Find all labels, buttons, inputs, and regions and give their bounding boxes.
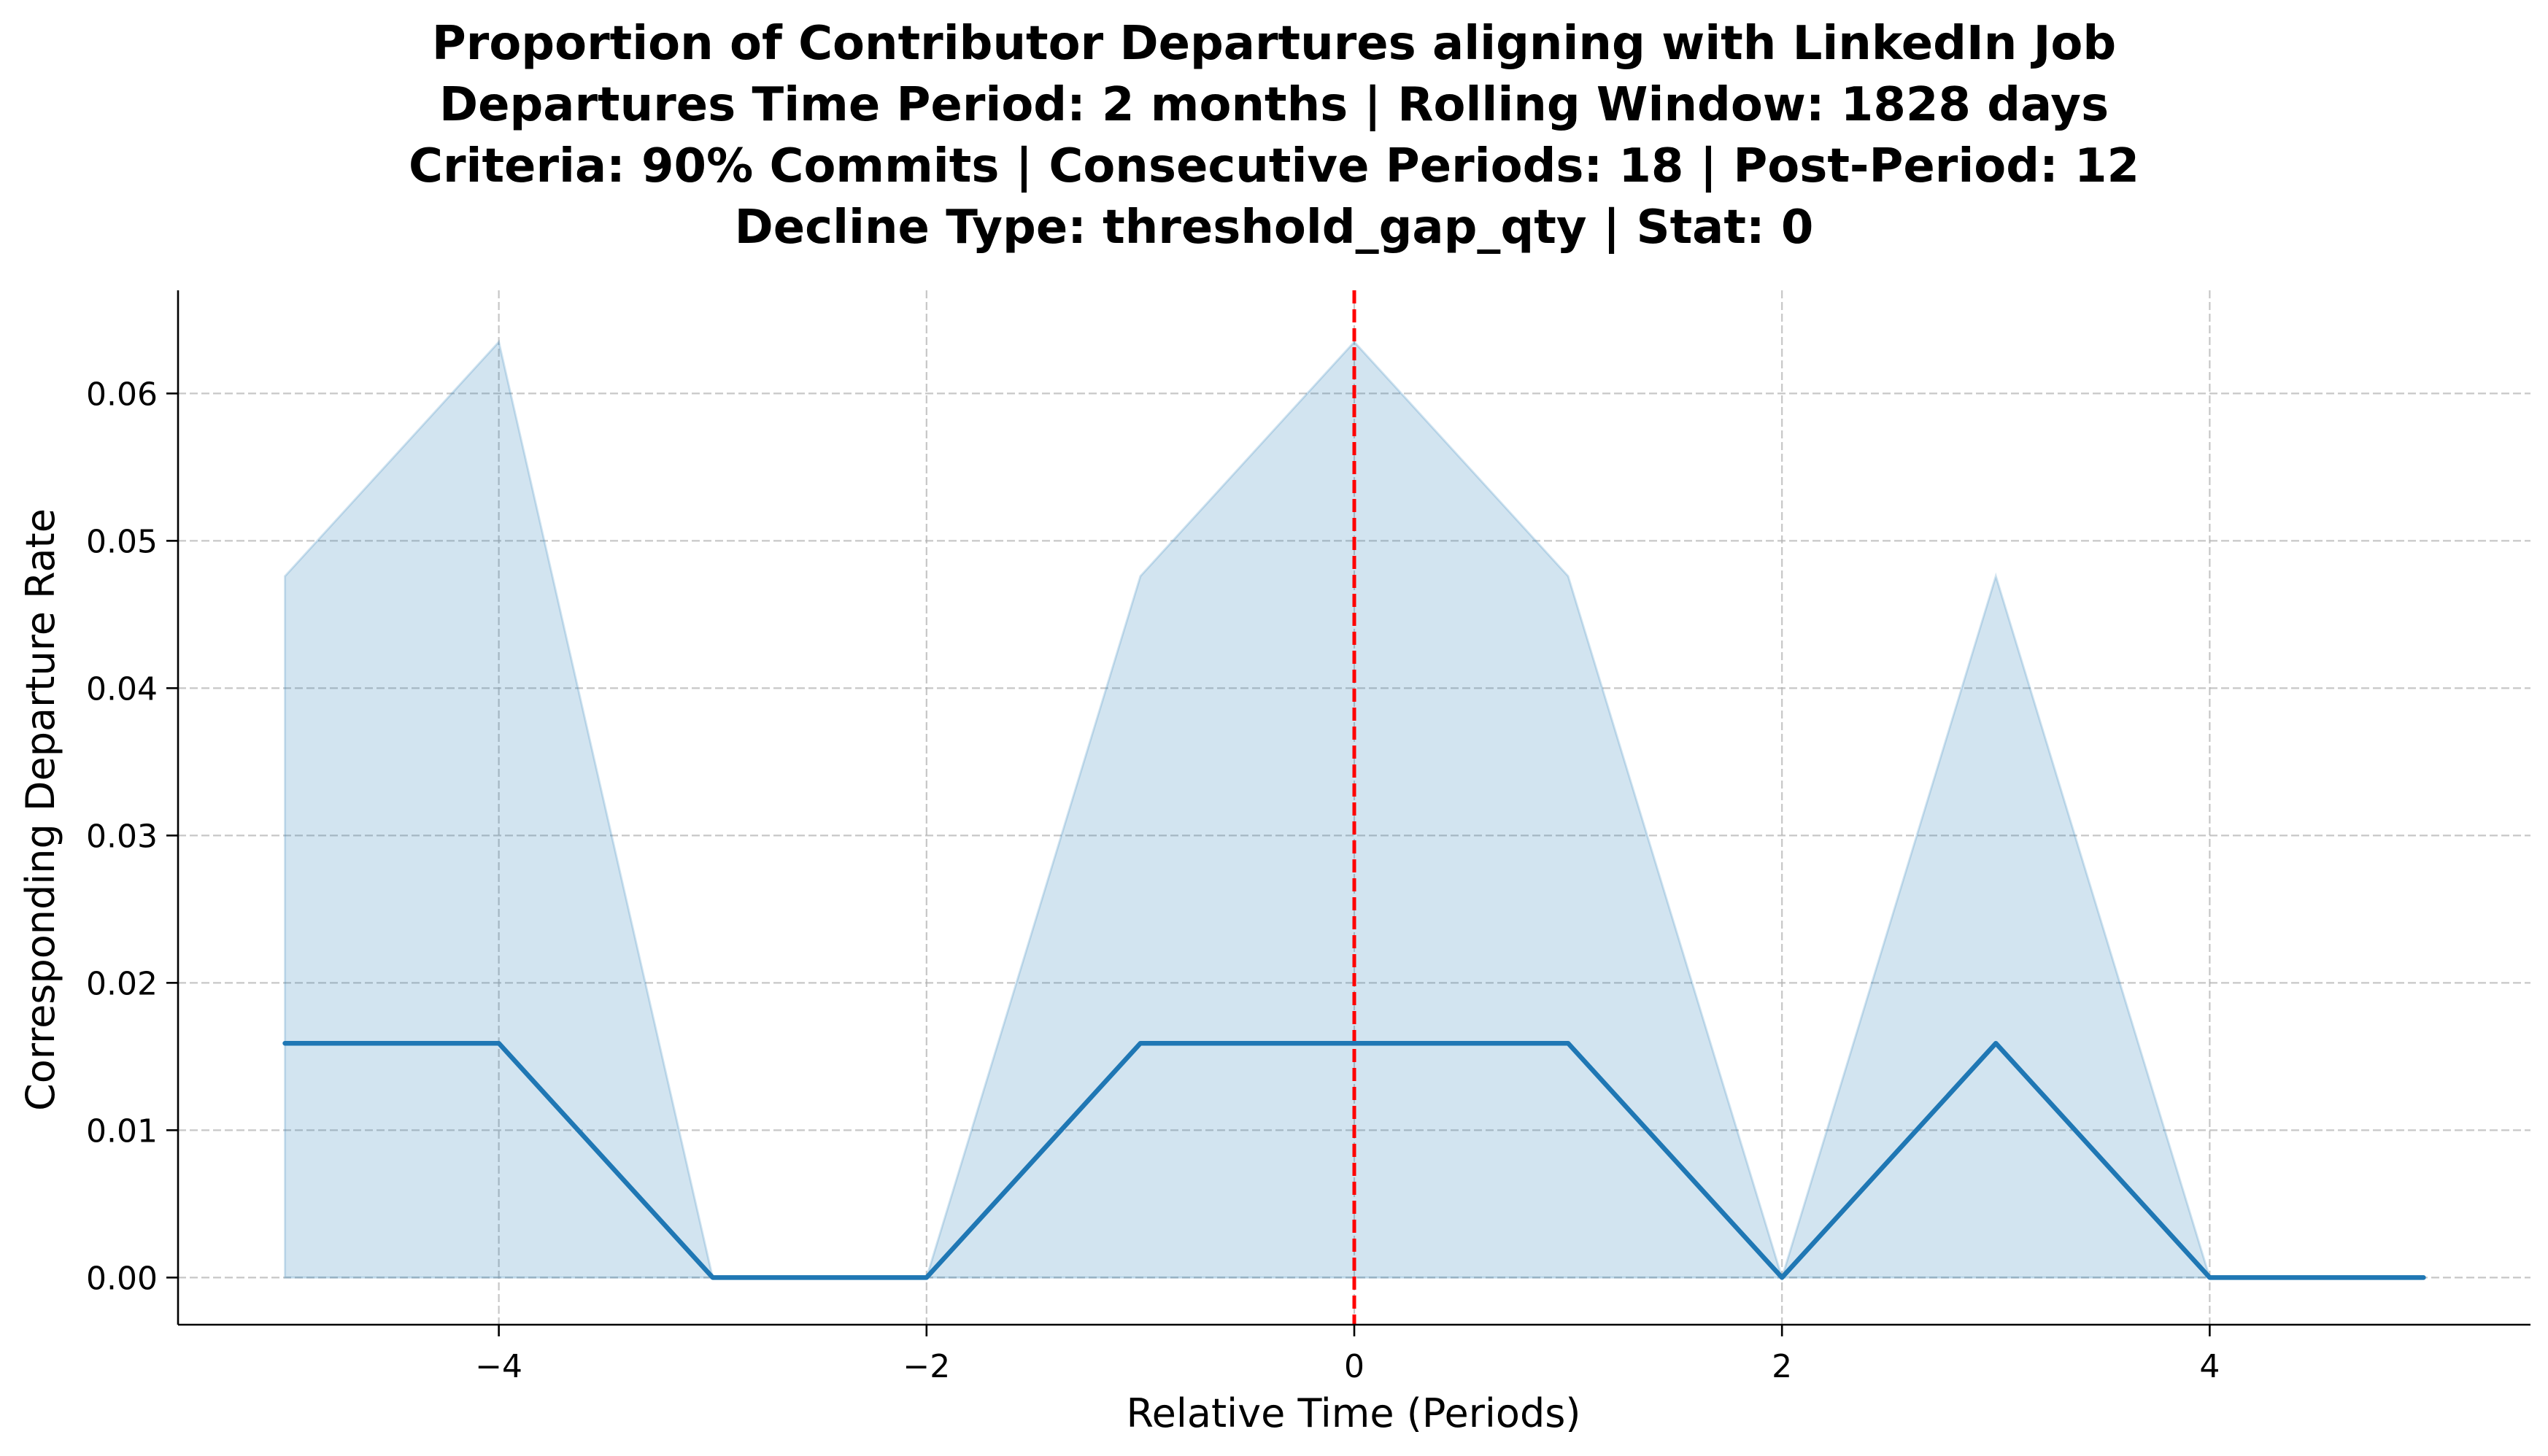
chart-title-line-1: Proportion of Contributor Departures ali… [431,17,2117,71]
chart-title-line-3: Criteria: 90% Commits | Consecutive Peri… [408,139,2140,193]
y-tick-label-3: 0.03 [86,818,158,855]
y-tick-label-6: 0.06 [86,376,158,413]
chart-title: Proportion of Contributor Departures ali… [0,13,2548,258]
gridlines [178,290,2530,1325]
x-tick-label-0: −4 [475,1348,522,1385]
chart-title-line-4: Decline Type: threshold_gap_qty | Stat: … [734,201,1814,255]
data-series [282,1040,2426,1280]
x-axis-ticks: −4 −2 0 2 4 [475,1325,2220,1385]
y-tick-label-1: 0.01 [86,1112,158,1150]
y-tick-label-0: 0.00 [86,1260,158,1297]
y-axis-ticks: 0.00 0.01 0.02 0.03 0.04 0.05 0.06 [86,376,178,1297]
y-tick-label-5: 0.05 [86,523,158,560]
y-tick-label-4: 0.04 [86,670,158,708]
x-tick-label-1: −2 [903,1348,950,1385]
x-tick-label-3: 2 [1772,1348,1792,1385]
series-line-0 [282,1040,2426,1280]
x-axis-label: Relative Time (Periods) [1127,1390,1581,1436]
y-tick-label-2: 0.02 [86,965,158,1002]
y-axis-label: Corresponding Departure Rate [18,508,63,1111]
x-tick-label-2: 0 [1344,1348,1364,1385]
x-tick-label-4: 4 [2199,1348,2220,1385]
chart-title-line-2: Departures Time Period: 2 months | Rolli… [439,78,2109,132]
